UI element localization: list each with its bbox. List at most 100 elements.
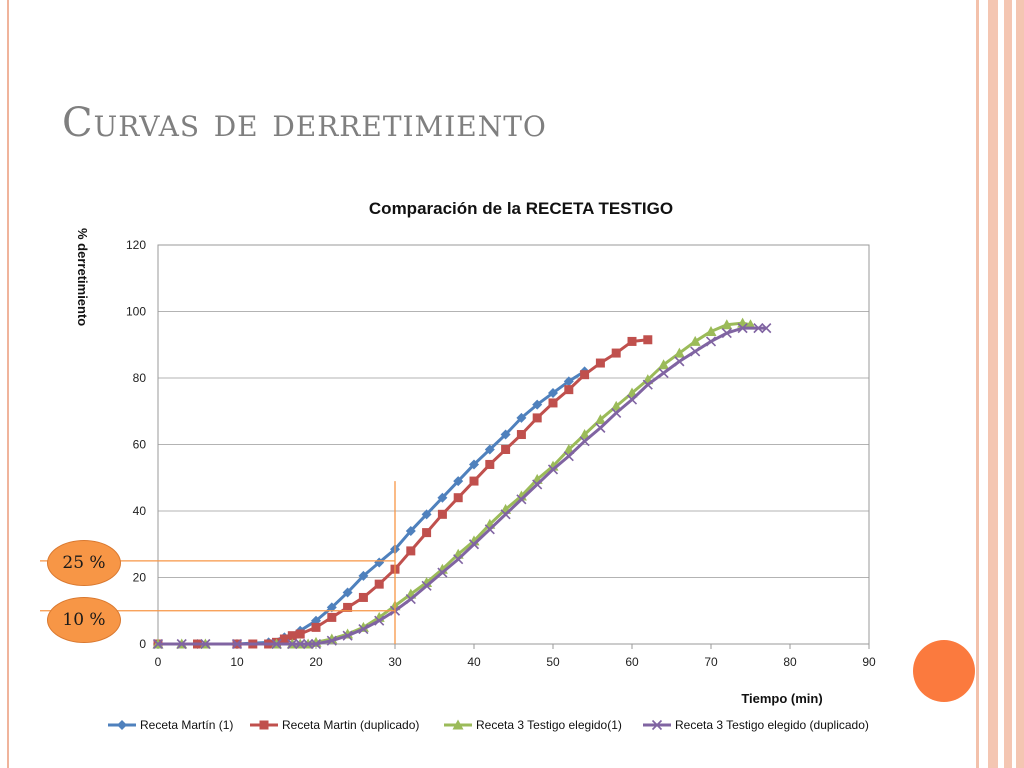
data-point-s0-13 xyxy=(421,509,432,520)
data-point-s2-33 xyxy=(721,319,733,330)
data-point-s2-29 xyxy=(658,359,670,370)
y-tick-label-40: 40 xyxy=(133,504,147,518)
y-tick-label-80: 80 xyxy=(133,371,147,385)
data-point-s1-6 xyxy=(279,634,289,644)
y-tick-label-120: 120 xyxy=(126,238,146,252)
legend-marker-0 xyxy=(117,720,127,730)
data-point-s3-21 xyxy=(516,494,527,505)
series-line-0 xyxy=(158,370,586,646)
data-point-s0-22 xyxy=(563,376,574,387)
data-point-s1-8 xyxy=(295,629,305,639)
data-point-s3-18 xyxy=(468,539,480,550)
x-tick-label-90: 90 xyxy=(862,655,876,669)
data-point-s3-23 xyxy=(547,464,559,475)
x-tick-label-80: 80 xyxy=(783,655,797,669)
data-point-s2-30 xyxy=(673,347,685,358)
data-point-s3-31 xyxy=(674,356,685,367)
data-point-s0-16 xyxy=(469,459,479,470)
x-axis-label: Tiempo (min) xyxy=(741,691,822,706)
data-point-s3-19 xyxy=(484,524,495,535)
badge-10-percent: 10 % xyxy=(47,597,121,643)
left-accent-line xyxy=(7,0,9,768)
legend-label-0: Receta Martín (1) xyxy=(140,718,233,732)
x-tick-label-40: 40 xyxy=(467,655,481,669)
data-point-s2-31 xyxy=(689,335,701,346)
data-point-s0-12 xyxy=(405,525,416,536)
data-point-s3-27 xyxy=(611,407,622,418)
y-tick-label-60: 60 xyxy=(133,438,147,452)
data-point-s0-19 xyxy=(516,412,527,423)
data-point-s1-19 xyxy=(469,476,479,486)
data-point-s0-15 xyxy=(453,476,464,487)
data-point-s1-25 xyxy=(564,385,574,395)
data-point-s3-10 xyxy=(342,630,353,641)
data-point-s3-16 xyxy=(437,567,448,578)
data-point-s0-7 xyxy=(326,602,337,613)
legend-marker-3 xyxy=(651,719,663,731)
data-point-s3-37 xyxy=(761,323,772,334)
data-point-s0-8 xyxy=(342,587,353,598)
y-axis-label: % derretimiento xyxy=(75,228,90,326)
data-point-s3-2 xyxy=(200,638,211,650)
right-decor-stripes xyxy=(976,0,1024,768)
data-point-s0-18 xyxy=(500,429,511,440)
data-point-s1-22 xyxy=(516,430,526,440)
data-point-s3-1 xyxy=(176,638,187,650)
data-point-s3-5 xyxy=(287,638,298,650)
data-point-s1-11 xyxy=(343,602,353,612)
data-point-s0-9 xyxy=(358,570,369,581)
data-point-s3-25 xyxy=(579,436,590,447)
data-point-s3-0 xyxy=(152,638,164,650)
data-point-s0-20 xyxy=(532,399,543,410)
data-point-s3-22 xyxy=(532,479,543,490)
data-point-s1-24 xyxy=(548,398,558,408)
data-point-s3-3 xyxy=(231,638,243,650)
data-point-s1-13 xyxy=(374,579,384,589)
data-point-s1-23 xyxy=(532,413,542,423)
data-point-s3-17 xyxy=(453,554,464,565)
data-point-s3-30 xyxy=(658,367,669,379)
data-point-s1-26 xyxy=(580,370,590,380)
data-point-s3-15 xyxy=(421,580,432,591)
data-point-s2-24 xyxy=(579,429,591,440)
data-point-s3-29 xyxy=(642,379,653,390)
data-point-s0-17 xyxy=(484,444,495,455)
data-point-s3-8 xyxy=(310,638,322,650)
data-point-s1-18 xyxy=(453,493,463,503)
data-point-s1-17 xyxy=(437,509,447,519)
slide-title: Curvas de derretimiento xyxy=(62,100,547,146)
data-point-s2-26 xyxy=(610,400,622,411)
chart-title: Comparación de la RECETA TESTIGO xyxy=(369,199,673,218)
data-point-s1-29 xyxy=(627,336,637,346)
data-point-s0-14 xyxy=(437,492,448,503)
x-tick-label-0: 0 xyxy=(155,655,162,669)
data-point-s1-10 xyxy=(327,612,337,622)
data-point-s3-12 xyxy=(374,615,385,626)
x-tick-label-50: 50 xyxy=(546,655,560,669)
legend-label-3: Receta 3 Testigo elegido (duplicado) xyxy=(675,718,869,732)
data-point-s3-28 xyxy=(626,394,638,405)
data-point-s3-20 xyxy=(500,509,511,520)
x-tick-label-70: 70 xyxy=(704,655,718,669)
x-tick-label-10: 10 xyxy=(230,655,244,669)
data-point-s1-28 xyxy=(611,348,621,358)
data-point-s3-24 xyxy=(563,451,574,462)
data-point-s3-4 xyxy=(271,638,282,650)
data-point-s3-6 xyxy=(295,638,306,650)
data-point-s3-7 xyxy=(303,638,314,650)
data-point-s3-11 xyxy=(358,623,369,635)
data-point-s3-36 xyxy=(753,323,764,334)
data-point-s0-21 xyxy=(548,387,558,398)
data-point-s1-9 xyxy=(311,622,321,632)
legend-marker-2 xyxy=(452,719,464,730)
data-point-s3-34 xyxy=(721,328,732,339)
data-point-s1-30 xyxy=(643,335,653,345)
data-point-s3-33 xyxy=(705,336,717,347)
legend-marker-1 xyxy=(259,720,269,730)
data-point-s2-32 xyxy=(705,325,717,336)
data-point-s1-12 xyxy=(358,592,368,602)
data-point-s3-32 xyxy=(690,346,701,357)
series-line-3 xyxy=(158,326,767,646)
legend-label-2: Receta 3 Testigo elegido(1) xyxy=(476,718,622,732)
